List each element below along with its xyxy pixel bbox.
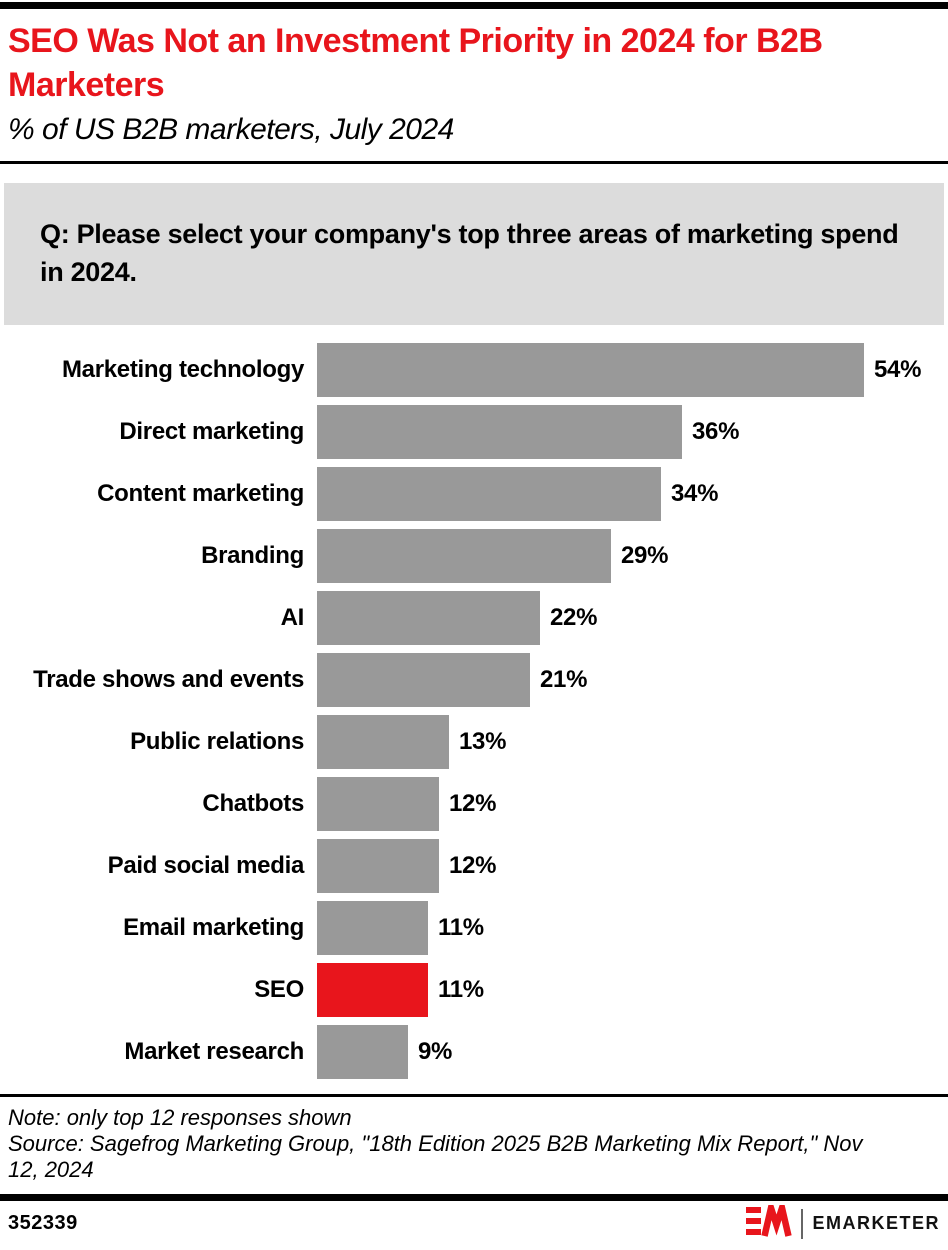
bar xyxy=(317,466,661,521)
bar-category-label: Trade shows and events xyxy=(33,665,304,693)
bar-value-label: 34% xyxy=(671,479,719,507)
note-text: Note: only top 12 responses shown xyxy=(8,1104,352,1130)
bar-value-label: 11% xyxy=(438,975,484,1003)
footer-divider xyxy=(0,1193,948,1201)
chart-bottom-divider xyxy=(0,1093,948,1097)
chart-row: SEO 11% xyxy=(0,962,948,1017)
bar-value-label: 29% xyxy=(621,541,669,569)
survey-question-text: Q: Please select your company's top thre… xyxy=(40,219,899,287)
chart-row: Public relations 13% xyxy=(0,714,948,769)
bar-category-label: Paid social media xyxy=(107,851,305,879)
header: SEO Was Not an Investment Priority in 20… xyxy=(0,9,948,148)
bar xyxy=(317,404,682,459)
bar-category-label: Market research xyxy=(124,1037,304,1065)
bar-value-label: 54% xyxy=(874,355,922,383)
chart-row: Content marketing 34% xyxy=(0,466,948,521)
bar-category-label: Branding xyxy=(201,541,304,569)
bar-category-label: Content marketing xyxy=(97,479,304,507)
brand-name: EMARKETER xyxy=(812,1213,940,1234)
bar xyxy=(317,342,864,397)
chart-id: 352339 xyxy=(8,1212,78,1235)
bar-category-label: AI xyxy=(280,603,305,631)
bar-value-label: 12% xyxy=(449,851,497,879)
top-divider xyxy=(0,2,948,9)
bar-category-label: SEO xyxy=(254,975,304,1003)
bar-highlighted xyxy=(317,962,428,1017)
chart-row: Chatbots 12% xyxy=(0,776,948,831)
bar-category-label: Marketing technology xyxy=(61,355,304,383)
chart-row: Marketing technology 54% xyxy=(0,342,948,397)
chart-row: Direct marketing 36% xyxy=(0,404,948,459)
emarketer-logo-icon xyxy=(746,1196,793,1242)
bar xyxy=(317,714,449,769)
bar xyxy=(317,776,439,831)
chart-row: Branding 29% xyxy=(0,528,948,583)
logo-separator xyxy=(801,1208,804,1239)
header-divider xyxy=(0,161,948,165)
survey-question-box: Q: Please select your company's top thre… xyxy=(4,183,944,325)
source-text: Source: Sagefrog Marketing Group, "18th … xyxy=(8,1131,863,1183)
bar-value-label: 12% xyxy=(449,789,497,817)
bar-category-label: Email marketing xyxy=(123,913,304,941)
page-title: SEO Was Not an Investment Priority in 20… xyxy=(8,22,823,104)
chart-row: Email marketing 11% xyxy=(0,900,948,955)
bar-value-label: 13% xyxy=(459,727,507,755)
bar xyxy=(317,590,540,645)
bar-value-label: 9% xyxy=(418,1037,453,1065)
bar-value-label: 11% xyxy=(438,913,484,941)
chart-row: Trade shows and events 21% xyxy=(0,652,948,707)
footer: 352339 EMARKETER xyxy=(0,1196,948,1247)
bar-category-label: Direct marketing xyxy=(119,417,304,445)
brand-lockup: EMARKETER xyxy=(746,1196,940,1242)
bar-value-label: 36% xyxy=(692,417,740,445)
page-subtitle: % of US B2B marketers, July 2024 xyxy=(8,113,454,147)
bar-chart: Marketing technology 54% Direct marketing 3… xyxy=(0,342,948,1079)
chart-row: Paid social media 12% xyxy=(0,838,948,893)
bar xyxy=(317,838,439,893)
bar xyxy=(317,1024,408,1079)
bar-category-label: Public relations xyxy=(130,727,304,755)
notes-block: Note: only top 12 responses shown Source… xyxy=(0,1097,948,1190)
bar xyxy=(317,652,530,707)
bar xyxy=(317,900,428,955)
chart-row: Market research 9% xyxy=(0,1024,948,1079)
chart-row: AI 22% xyxy=(0,590,948,645)
bar-category-label: Chatbots xyxy=(202,789,304,817)
bar-value-label: 22% xyxy=(550,603,598,631)
bar xyxy=(317,528,611,583)
bar-value-label: 21% xyxy=(540,665,588,693)
